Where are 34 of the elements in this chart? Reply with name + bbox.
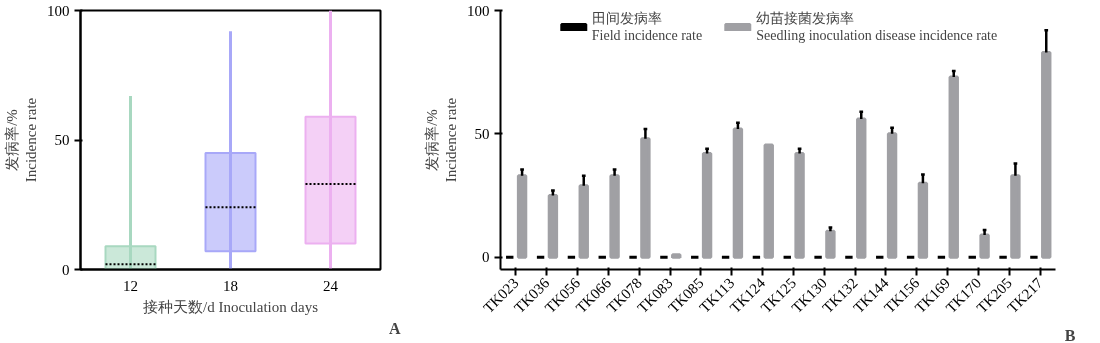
- y-tick-label: 0: [62, 261, 70, 278]
- y-axis-title: 发病率/% Incidence rate: [3, 97, 39, 183]
- bar: [516, 174, 528, 259]
- y-tick-label: 100: [467, 2, 490, 19]
- y-tick-label: 100: [47, 2, 70, 19]
- y-tick-label: 50: [474, 125, 490, 142]
- bar: [979, 233, 990, 259]
- bar: [1041, 50, 1052, 259]
- legend-label: 田间发病率 Field incidence rate: [591, 10, 703, 44]
- bar: [578, 184, 589, 259]
- y-tick-label: 50: [54, 132, 70, 148]
- bar: [732, 127, 744, 259]
- x-tick-label: 12: [123, 277, 138, 294]
- bar: [886, 132, 898, 259]
- text: A: [388, 319, 401, 337]
- legend-label: 幼苗接菌发病率 Seedling inoculation disease incidence rate: [756, 10, 998, 44]
- bar: [547, 194, 559, 259]
- bar: [917, 181, 929, 259]
- text: B: [1064, 326, 1076, 343]
- bar: [763, 143, 774, 259]
- bar: [794, 152, 805, 259]
- y-axis-title: 发病率/% Incidence rate: [423, 97, 459, 183]
- bar: [856, 117, 867, 259]
- x-tick-label: 24: [323, 277, 339, 294]
- bar: [701, 152, 713, 259]
- y-tick-label: 0: [482, 249, 490, 266]
- bar: [640, 137, 651, 259]
- bar: [948, 75, 959, 259]
- x-tick-label: 18: [223, 277, 238, 294]
- x-axis-title: 接种天数/d Inoculation days: [143, 298, 319, 315]
- bar: [671, 253, 682, 259]
- bar: [825, 229, 836, 259]
- bar: [609, 174, 620, 259]
- bar: [1010, 174, 1021, 259]
